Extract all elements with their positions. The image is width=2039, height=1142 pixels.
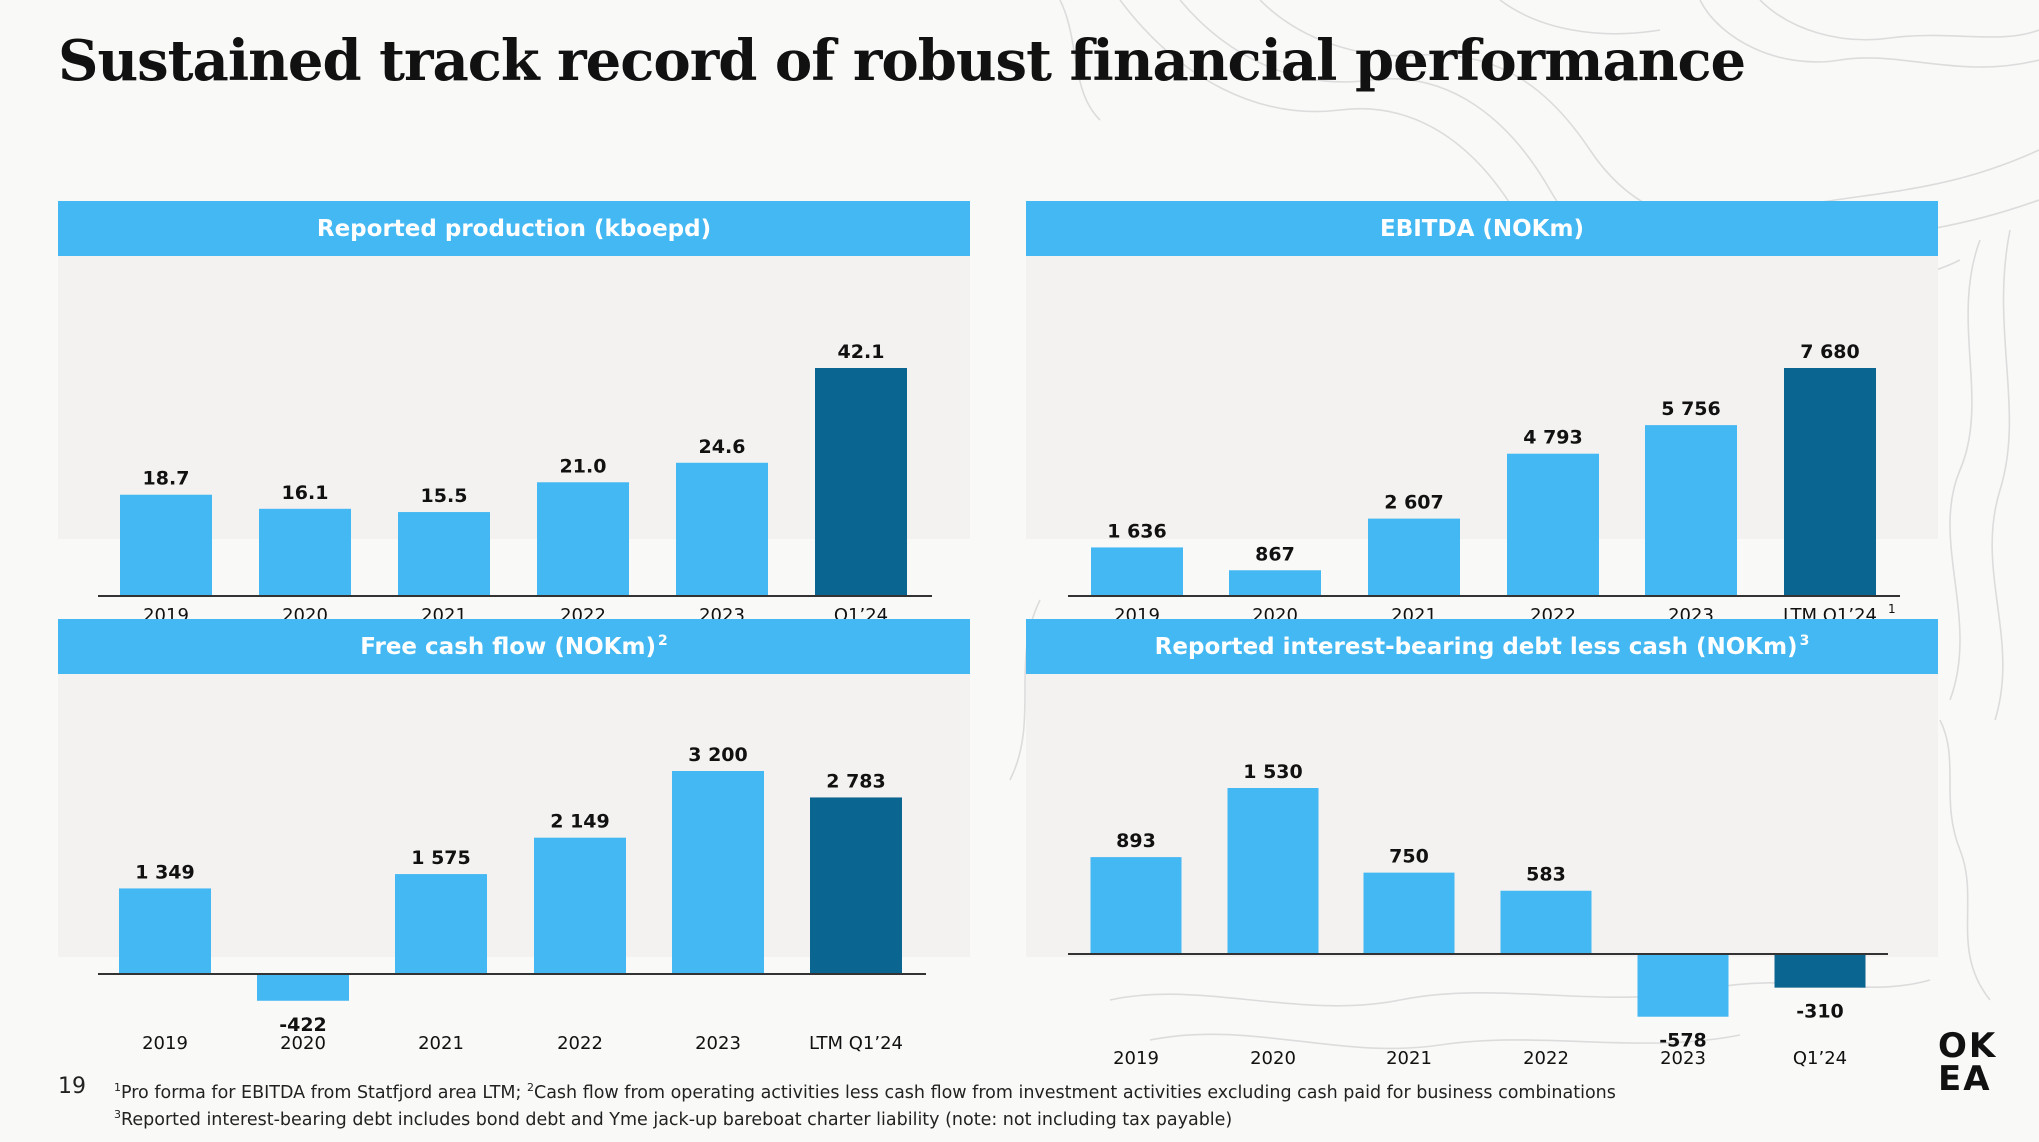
data-label: 4 793 [1523,427,1583,449]
ebitda-panel: EBITDA (NOKm) 1 636 2019 867 2020 2 607 2021 4… [1026,201,1938,626]
bar-2022 [534,837,626,974]
footnote-1-text: Pro forma for EBITDA from Statfjord area… [121,1082,522,1103]
free-cash-flow-chart-title: Free cash flow (NOKm) [360,633,656,660]
production-bar-chart: 18.7201916.1202015.5202121.0202224.62023… [98,341,932,626]
company-logo: OK EA [1938,1026,1998,1099]
data-label: -422 [279,1014,327,1036]
category-tick-label: 2021 [418,1033,464,1054]
data-label: 7 680 [1800,341,1860,363]
bar-Q1’24 [1774,954,1866,988]
footnote-3-text: Reported interest-bearing debt includes … [121,1109,1233,1130]
free-cash-flow-panel-header: Free cash flow (NOKm) 2 [58,619,970,674]
data-label: -578 [1659,1030,1707,1052]
ebitda-panel-body: 1 636 2019 867 2020 2 607 2021 4 793 2022 5 756 2… [1026,256,1938,626]
production-panel-header: Reported production (kboepd) [58,201,970,256]
data-label: 15.5 [421,485,468,507]
bar-2020 [257,974,349,1001]
ebitda-chart-title: EBITDA (NOKm) [1379,215,1584,242]
debt-panel-header: Reported interest-bearing debt less cash… [1026,619,1938,674]
bar-2022 [1500,890,1592,954]
bar-2022 [1507,453,1599,596]
logo-line-1: OK [1938,1026,1998,1066]
footnote-line-2: 3Reported interest-bearing debt includes… [114,1104,1616,1131]
free-cash-flow-panel: Free cash flow (NOKm) 2 1 349 2019 -422 2020… [58,619,970,1054]
footnote-1-mark: 1 [114,1081,121,1094]
category-tick-label: LTM Q1’24 [809,1033,903,1054]
debt-panel: Reported interest-bearing debt less cash… [1026,619,1938,1069]
data-label: 18.7 [143,468,190,490]
bar-2021 [395,874,487,974]
bar-2020 [1229,570,1321,596]
category-note: 1 [1888,602,1896,616]
category-tick-label: 2020 [280,1033,326,1054]
bar-2020 [259,508,351,596]
bar-2023 [672,771,764,974]
footnote-2-mark: 2 [526,1081,534,1094]
category-tick-label: 2021 [1386,1048,1432,1069]
data-label: 867 [1255,543,1295,565]
ebitda-panel-header: EBITDA (NOKm) [1026,201,1938,256]
bar-2023 [676,462,768,596]
free-cash-flow-panel-body: 1 349 2019 -422 2020 1 575 2021 2 149 2022 3 200… [58,674,970,1054]
production-chart-title: Reported production (kboepd) [316,215,712,242]
bar-LTM Q1’24 [810,797,902,974]
data-label: 1 530 [1243,761,1303,783]
data-label: -310 [1796,1001,1844,1023]
bar-2023 [1645,425,1737,596]
bar-2019 [119,888,211,974]
bar-2023 [1637,954,1729,1017]
bar-2019 [1091,547,1183,596]
data-label: 21.0 [560,455,607,477]
data-label: 1 636 [1107,520,1167,542]
footnotes: 1Pro forma for EBITDA from Statfjord are… [114,1077,1616,1131]
category-tick-label: Q1’24 [1793,1048,1847,1069]
bar-2021 [1363,872,1455,954]
bar-2019 [120,494,212,596]
footnote-2-text: Cash flow from operating activities less… [533,1082,1616,1103]
category-tick-label: 2023 [695,1033,741,1054]
bar-LTM Q1’24 [1784,368,1876,596]
data-label: 893 [1116,830,1156,852]
data-label: 583 [1526,864,1566,886]
data-label: 750 [1389,846,1429,868]
data-label: 1 575 [411,847,471,869]
bar-2020 [1227,788,1319,954]
page-number: 19 [58,1074,86,1099]
production-panel-body: 18.7 2019 16.1 2020 15.5 2021 21.0 2022 24.6 2023… [58,256,970,626]
category-tick-label: 2019 [142,1033,188,1054]
bar-2021 [398,512,490,596]
category-tick-label: 2022 [557,1033,603,1054]
data-label: 2 783 [826,770,886,792]
category-tick-label: 2019 [1113,1048,1159,1069]
data-label: 24.6 [699,436,746,458]
debt-panel-body: 893 2019 1 530 2020 750 2021 583 2022 -578 2023 -3… [1026,674,1938,1069]
data-label: 16.1 [282,482,329,504]
bar-2021 [1368,518,1460,596]
data-label: 3 200 [688,744,748,766]
production-panel: Reported production (kboepd) 18.7 2019 16.… [58,201,970,626]
free-cash-flow-title-note: 2 [657,632,668,649]
footnote-3-mark: 3 [114,1107,121,1121]
data-label: 5 756 [1661,398,1721,420]
debt-title-note: 3 [1799,632,1810,649]
data-label: 2 607 [1384,492,1444,514]
page-title: Sustained track record of robust financi… [58,28,1746,94]
bar-2019 [1090,857,1182,954]
debt-chart-title: Reported interest-bearing debt less cash… [1154,633,1798,660]
category-tick-label: 2022 [1523,1048,1569,1069]
bar-2022 [537,482,629,596]
data-label: 42.1 [838,341,885,363]
footnote-line-1: 1Pro forma for EBITDA from Statfjord are… [114,1077,1616,1104]
bar-Q1’24 [815,368,907,596]
data-label: 1 349 [135,861,195,883]
category-tick-label: 2020 [1250,1048,1296,1069]
category-tick-label: 2023 [1660,1048,1706,1069]
logo-line-2: EA [1938,1059,1992,1099]
data-label: 2 149 [550,811,610,833]
